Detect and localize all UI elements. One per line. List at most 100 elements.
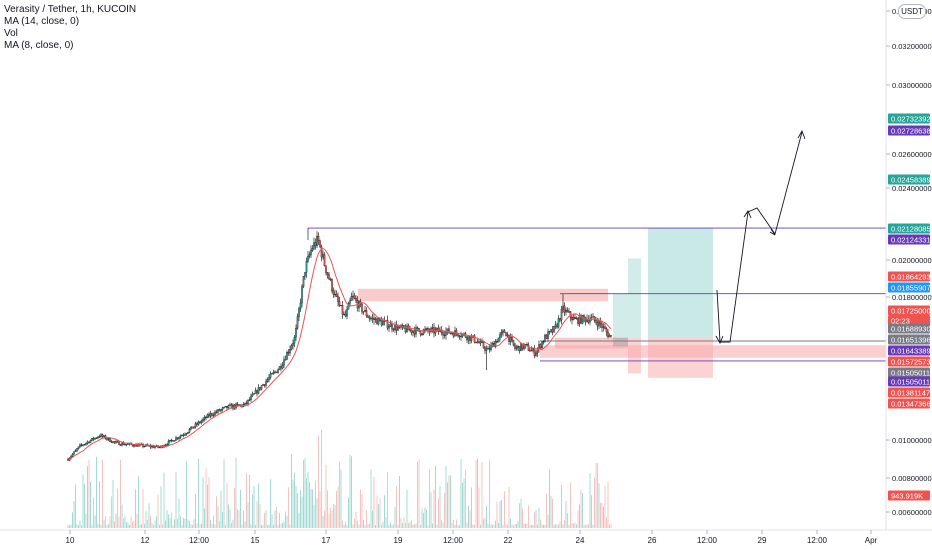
- volume-bar: [321, 429, 322, 528]
- candle: [601, 323, 603, 328]
- candle: [434, 329, 437, 334]
- volume-bar: [375, 524, 376, 528]
- ma-line: [67, 247, 612, 461]
- candle: [115, 441, 117, 443]
- indicator-vol[interactable]: Vol: [4, 28, 18, 39]
- candle: [154, 446, 156, 448]
- volume-bar: [465, 469, 466, 528]
- candle: [350, 296, 353, 301]
- candle: [326, 272, 329, 276]
- candle: [598, 320, 600, 327]
- target-zone-mid[interactable]: [628, 258, 641, 338]
- volume-bar: [177, 518, 178, 528]
- currency-button[interactable]: USDT: [898, 4, 926, 19]
- candle: [572, 317, 575, 321]
- price-label: 0.01505011: [891, 369, 930, 378]
- candle: [173, 440, 176, 442]
- candle: [110, 441, 113, 443]
- volume-bar: [418, 459, 420, 528]
- volume-bar: [225, 524, 226, 528]
- indicator-ma8[interactable]: MA (8, close, 0): [4, 40, 74, 51]
- volume-bar: [294, 472, 295, 528]
- volume-bar: [204, 508, 205, 528]
- candle: [458, 335, 461, 337]
- volume-bar: [102, 459, 103, 528]
- candle: [266, 379, 269, 382]
- price-label-bg: [888, 323, 930, 334]
- volume-bar: [286, 515, 288, 528]
- volume-bar: [441, 519, 442, 528]
- price-label-bg: [888, 345, 930, 356]
- candle: [167, 440, 170, 445]
- gray-zone[interactable]: [613, 337, 628, 347]
- x-tick-label: 22: [504, 536, 513, 545]
- candle: [335, 293, 338, 297]
- volume-bar: [489, 459, 490, 528]
- candle: [551, 329, 554, 333]
- candle: [193, 426, 195, 429]
- price-axis[interactable]: 0.034000000.032000000.030000000.02600000…: [886, 7, 932, 517]
- volume-bar: [250, 524, 252, 528]
- candle: [256, 390, 258, 394]
- volume-bar: [339, 461, 340, 528]
- candle: [319, 240, 321, 247]
- volume-bar: [555, 524, 556, 528]
- candle: [220, 409, 222, 412]
- moving-average: [67, 247, 612, 461]
- volume-bar: [198, 458, 199, 528]
- volume-bar: [244, 521, 246, 528]
- x-tick-label: 12:00: [189, 536, 210, 545]
- volume-bar: [436, 524, 438, 528]
- support-zone-1[interactable]: [555, 337, 628, 349]
- volume-bar: [420, 524, 421, 528]
- volume-bar: [357, 520, 358, 528]
- volume-bar: [216, 496, 217, 528]
- volume-bar: [343, 524, 345, 528]
- candle: [374, 318, 377, 321]
- candle: [248, 399, 251, 401]
- indicator-ma14[interactable]: MA (14, close, 0): [4, 16, 80, 27]
- volume-bar: [459, 524, 460, 528]
- volume-bar: [184, 518, 186, 528]
- support-zone-2[interactable]: [540, 345, 886, 358]
- price-label-bg: [888, 367, 930, 378]
- chart-title[interactable]: Verasity / Tether, 1h, KUCOIN: [4, 4, 137, 15]
- candle: [203, 416, 206, 420]
- price-label: 0.02128085: [891, 225, 931, 234]
- target-zone-main[interactable]: [648, 228, 713, 338]
- resistance-zone[interactable]: [358, 288, 608, 302]
- volume-bar: [148, 503, 150, 528]
- volume-bar: [516, 523, 517, 528]
- price-label: 0.01572573: [891, 358, 931, 367]
- volume-bar: [511, 524, 513, 528]
- candle: [274, 371, 276, 373]
- volume-bar: [67, 524, 69, 528]
- volume-bar: [349, 455, 351, 528]
- price-label: 0.01855907: [891, 284, 931, 293]
- volume-bar: [304, 458, 306, 528]
- volume-bar: [298, 512, 300, 528]
- volume-bar: [255, 524, 256, 528]
- x-tick-label: 10: [66, 536, 75, 545]
- volume-bar: [408, 523, 409, 528]
- candle: [605, 328, 608, 333]
- candle: [194, 423, 197, 427]
- candle: [473, 335, 476, 343]
- volume-bar: [210, 519, 211, 528]
- volume-bar: [610, 523, 612, 528]
- candle: [577, 318, 579, 324]
- target-zone-small[interactable]: [613, 293, 628, 338]
- candle: [391, 323, 393, 330]
- volume-bar: [549, 469, 550, 528]
- candle: [392, 328, 395, 331]
- candle: [566, 310, 569, 312]
- candle: [344, 313, 347, 317]
- volume-bar: [243, 510, 244, 528]
- candle: [292, 343, 294, 346]
- candle: [88, 441, 90, 443]
- candle: [394, 324, 396, 331]
- volume-bar: [208, 476, 210, 528]
- candle: [520, 343, 522, 352]
- time-axis[interactable]: 10 12 12:00 15 17 19 12:00 22 24 26 12:00 29 12:00 Ap…: [66, 530, 878, 545]
